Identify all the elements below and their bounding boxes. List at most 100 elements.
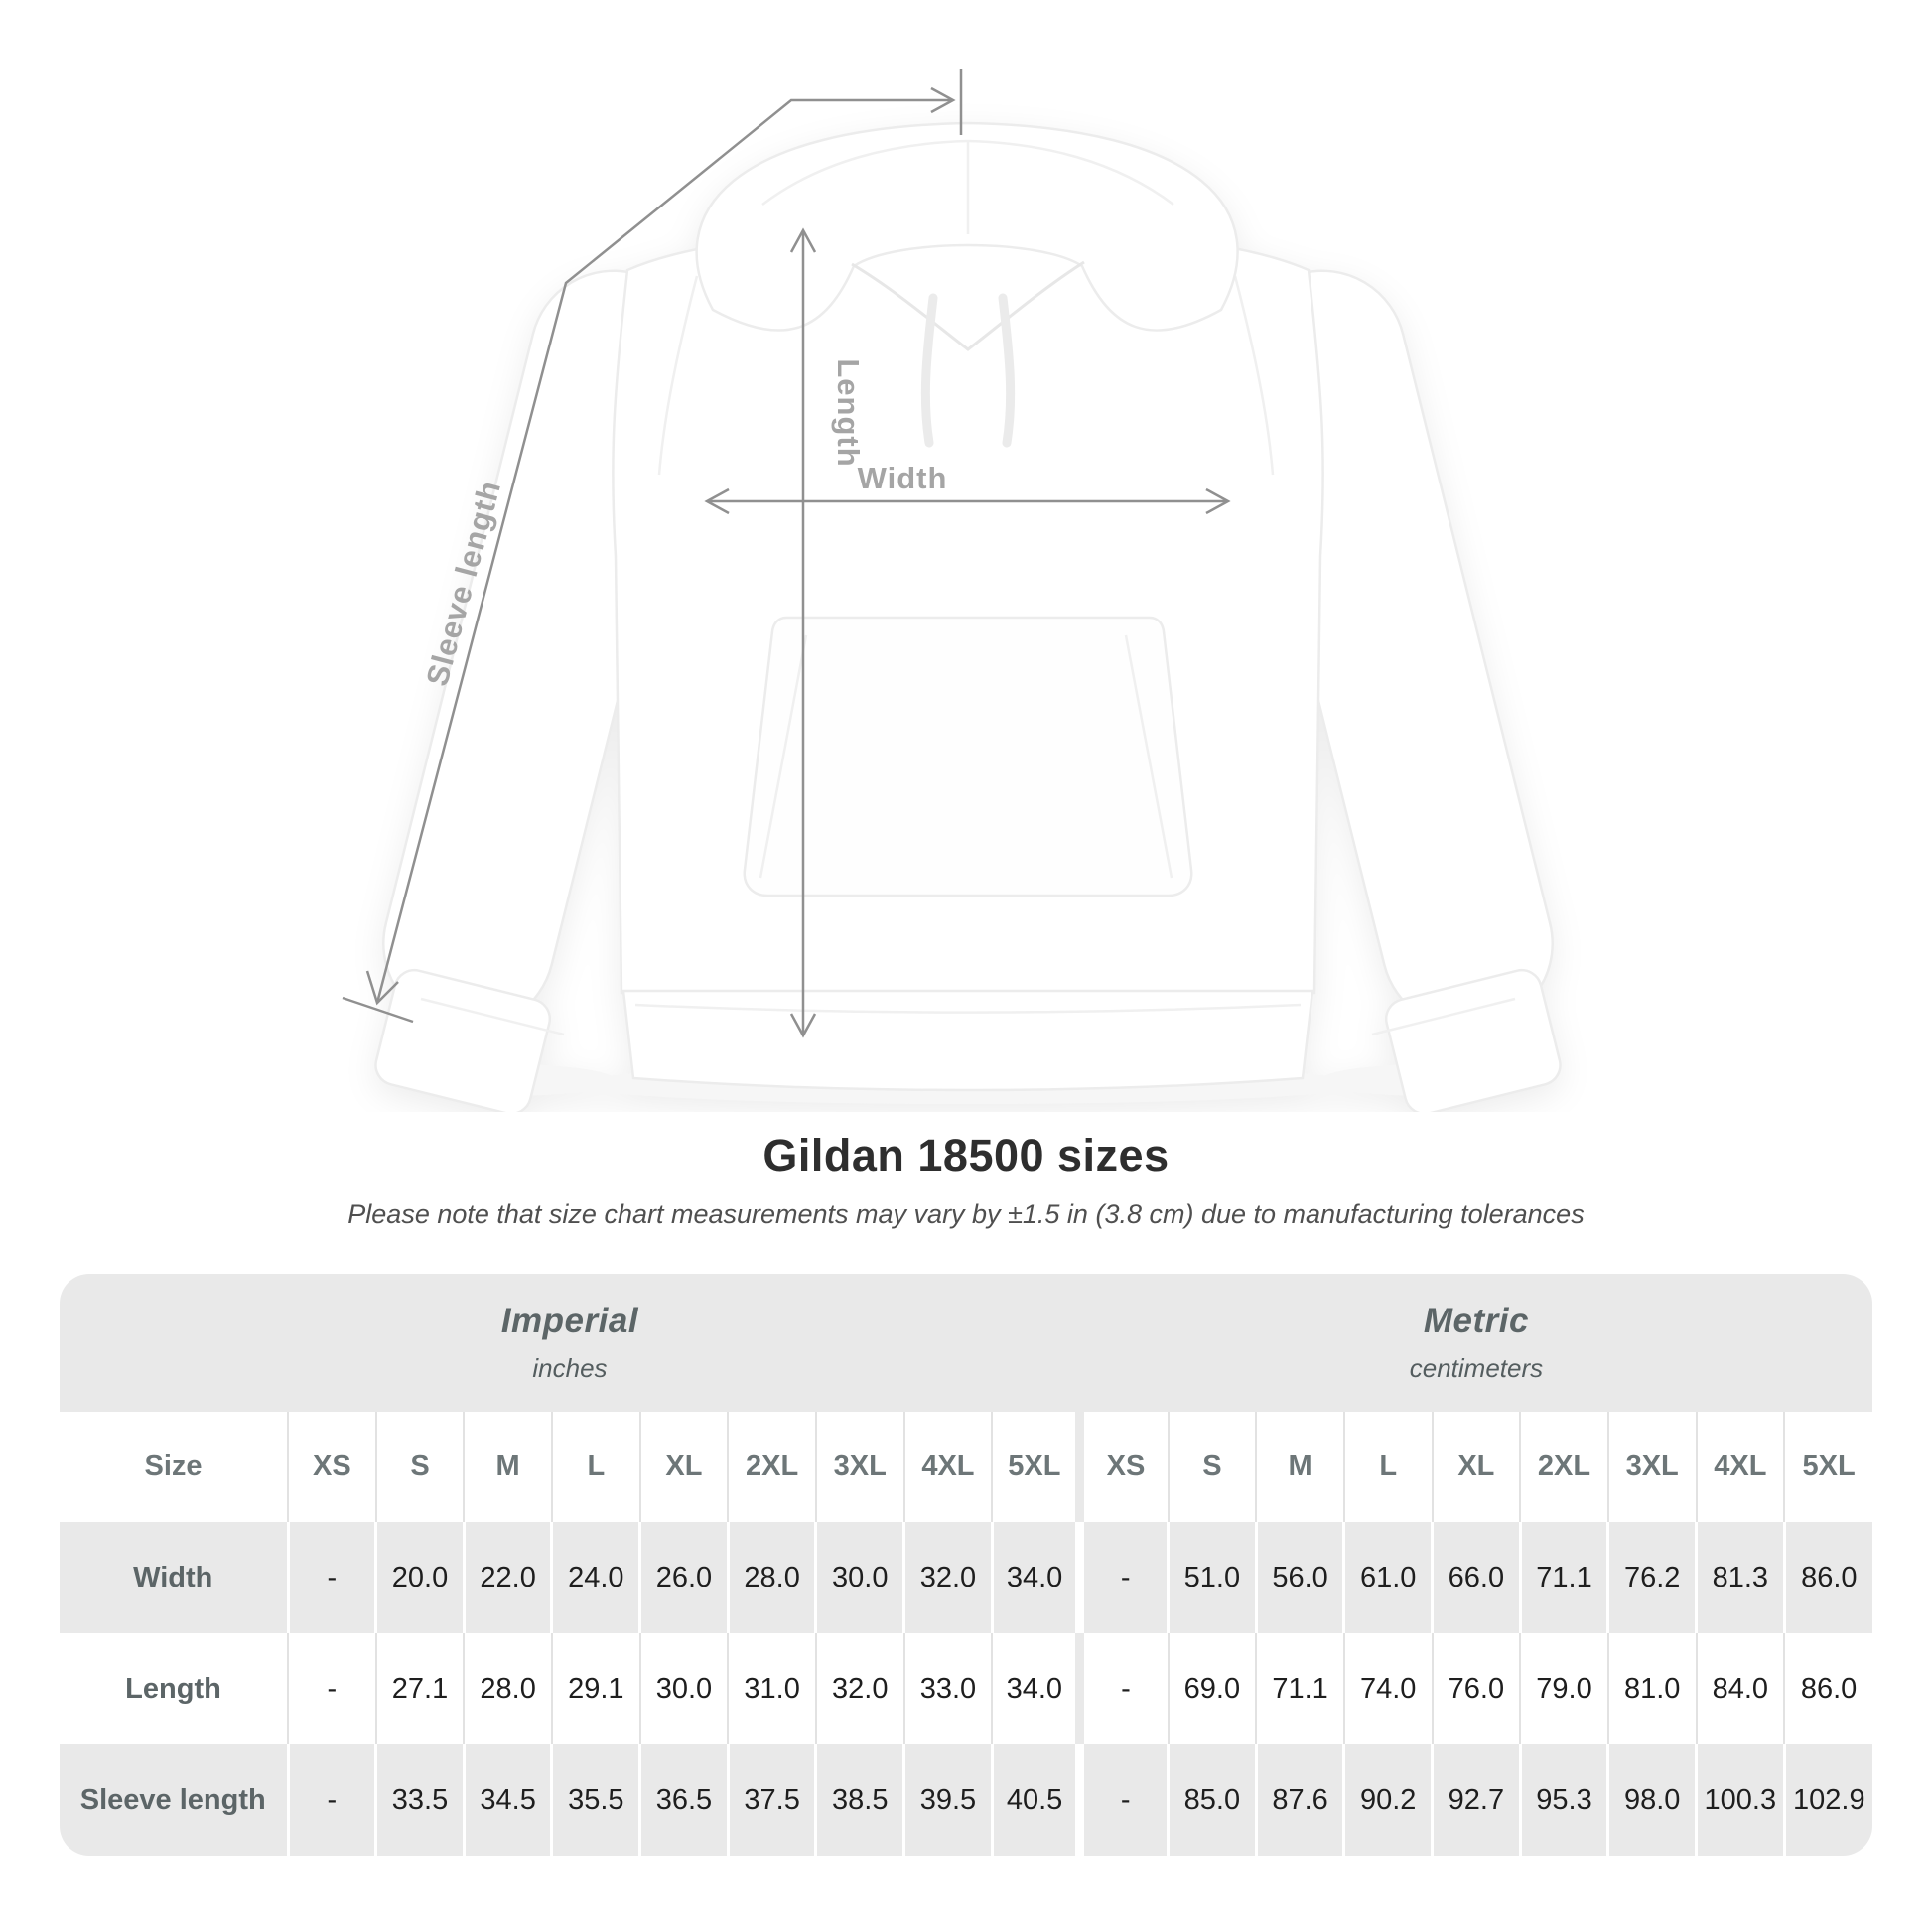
table-cell: 29.1 xyxy=(550,1633,640,1744)
table-cell: 76.0 xyxy=(1431,1633,1521,1744)
table-row-sleeve-length: Sleeve length - 33.5 34.5 35.5 36.5 37.5… xyxy=(60,1744,1872,1856)
size-header-metric-m: M xyxy=(1255,1412,1344,1522)
size-header-imperial-5xl: 5XL xyxy=(991,1412,1080,1522)
table-cell: 38.5 xyxy=(814,1744,904,1856)
table-cell: 32.0 xyxy=(814,1633,904,1744)
table-cell: 32.0 xyxy=(902,1522,993,1633)
size-column-header: Size xyxy=(60,1412,288,1522)
hem-band xyxy=(621,989,1314,1092)
size-header-imperial-3xl: 3XL xyxy=(814,1412,904,1522)
hoodie-illustration xyxy=(374,121,1562,1112)
size-header-row: Size XS S M L XL 2XL 3XL 4XL 5XL XS S M … xyxy=(60,1412,1872,1522)
table-cell: 40.5 xyxy=(990,1744,1080,1856)
table-cell: 71.1 xyxy=(1255,1633,1344,1744)
table-cell: 76.2 xyxy=(1606,1522,1697,1633)
table-cell: 87.6 xyxy=(1254,1744,1344,1856)
table-cell: 90.2 xyxy=(1342,1744,1433,1856)
table-cell: 98.0 xyxy=(1606,1744,1697,1856)
right-armhole-seam xyxy=(1233,275,1275,476)
imperial-label: Imperial xyxy=(500,1302,639,1340)
right-cuff xyxy=(1384,968,1562,1112)
table-cell: 92.7 xyxy=(1431,1744,1521,1856)
table-cell: 28.0 xyxy=(726,1522,816,1633)
table-cell: 34.5 xyxy=(462,1744,552,1856)
metric-label: Metric xyxy=(1423,1302,1529,1340)
size-header-metric-5xl: 5XL xyxy=(1783,1412,1872,1522)
size-header-metric-xs: XS xyxy=(1075,1412,1169,1522)
table-cell: 71.1 xyxy=(1518,1522,1608,1633)
group-header-imperial: Imperial inches xyxy=(60,1274,1080,1412)
length-dimension-line: Length xyxy=(789,227,866,1038)
table-cell: 74.0 xyxy=(1342,1633,1433,1744)
size-table: Imperial inches Metric centimeters Size … xyxy=(60,1274,1872,1856)
size-header-imperial-s: S xyxy=(374,1412,465,1522)
size-header-metric-2xl: 2XL xyxy=(1519,1412,1608,1522)
table-cell: - xyxy=(287,1633,376,1744)
row-label-width: Width xyxy=(60,1522,288,1633)
table-cell: 84.0 xyxy=(1695,1633,1785,1744)
size-header-metric-s: S xyxy=(1167,1412,1257,1522)
title-block: Gildan 18500 sizes Please note that size… xyxy=(0,1130,1932,1230)
table-cell: 36.5 xyxy=(638,1744,729,1856)
left-cuff xyxy=(374,968,552,1112)
unit-group-header-row: Imperial inches Metric centimeters xyxy=(60,1274,1872,1412)
table-cell: 30.0 xyxy=(638,1633,729,1744)
hood-fold-right xyxy=(967,139,1174,206)
table-cell: 30.0 xyxy=(814,1522,904,1633)
drawstring-left xyxy=(920,293,938,448)
right-cuff-seam xyxy=(1371,997,1516,1036)
table-cell: - xyxy=(286,1522,376,1633)
table-row-width: Width - 20.0 22.0 24.0 26.0 28.0 30.0 32… xyxy=(60,1522,1872,1633)
table-cell: 102.9 xyxy=(1782,1744,1872,1856)
kangaroo-pocket xyxy=(743,616,1193,897)
width-dimension-line: Width xyxy=(704,461,1231,515)
table-cell: 85.0 xyxy=(1167,1744,1257,1856)
left-cuff-seam xyxy=(420,997,565,1036)
table-cell: 39.5 xyxy=(902,1744,993,1856)
metric-sublabel: centimeters xyxy=(1409,1353,1544,1383)
table-cell: 37.5 xyxy=(726,1744,816,1856)
table-cell: 56.0 xyxy=(1254,1522,1344,1633)
size-header-metric-xl: XL xyxy=(1431,1412,1521,1522)
table-cell: 26.0 xyxy=(638,1522,729,1633)
table-cell: 86.0 xyxy=(1782,1522,1872,1633)
table-cell: 95.3 xyxy=(1518,1744,1608,1856)
table-cell: - xyxy=(286,1744,376,1856)
size-header-imperial-l: L xyxy=(550,1412,640,1522)
table-cell: - xyxy=(1075,1744,1169,1856)
size-header-imperial-xs: XS xyxy=(287,1412,376,1522)
neckline xyxy=(851,260,1085,351)
table-cell: 100.3 xyxy=(1695,1744,1785,1856)
size-header-metric-4xl: 4XL xyxy=(1695,1412,1785,1522)
drawstring-right xyxy=(998,293,1016,448)
group-header-metric: Metric centimeters xyxy=(1079,1274,1872,1412)
width-label: Width xyxy=(858,461,948,495)
table-cell: 51.0 xyxy=(1167,1522,1257,1633)
row-label-sleeve-length: Sleeve length xyxy=(60,1744,288,1856)
length-label: Length xyxy=(831,358,866,467)
hood-fold-left xyxy=(761,139,969,206)
hoodie-diagram: Sleeve length Length Width xyxy=(342,69,1562,1112)
table-cell: 27.1 xyxy=(374,1633,465,1744)
size-table-container: Imperial inches Metric centimeters Size … xyxy=(60,1274,1872,1856)
pocket-opening-right xyxy=(1124,634,1173,879)
imperial-sublabel: inches xyxy=(532,1353,608,1383)
table-cell: 66.0 xyxy=(1431,1522,1521,1633)
table-cell: 34.0 xyxy=(990,1522,1080,1633)
table-cell: 81.0 xyxy=(1606,1633,1697,1744)
size-header-imperial-xl: XL xyxy=(638,1412,729,1522)
size-header-imperial-m: M xyxy=(463,1412,552,1522)
size-guide-figure: Sleeve length Length Width xyxy=(342,69,1562,1112)
pocket-opening-left xyxy=(759,634,808,879)
table-cell: 34.0 xyxy=(991,1633,1080,1744)
size-header-metric-l: L xyxy=(1342,1412,1433,1522)
table-cell: 61.0 xyxy=(1342,1522,1433,1633)
size-header-imperial-4xl: 4XL xyxy=(902,1412,993,1522)
size-chart-subtitle: Please note that size chart measurements… xyxy=(347,1199,1585,1229)
size-header-metric-3xl: 3XL xyxy=(1606,1412,1697,1522)
table-cell: 31.0 xyxy=(727,1633,816,1744)
table-cell: 86.0 xyxy=(1783,1633,1872,1744)
hem-seam xyxy=(634,1003,1302,1014)
table-row-length: Length - 27.1 28.0 29.1 30.0 31.0 32.0 3… xyxy=(60,1633,1872,1744)
table-cell: 69.0 xyxy=(1167,1633,1257,1744)
